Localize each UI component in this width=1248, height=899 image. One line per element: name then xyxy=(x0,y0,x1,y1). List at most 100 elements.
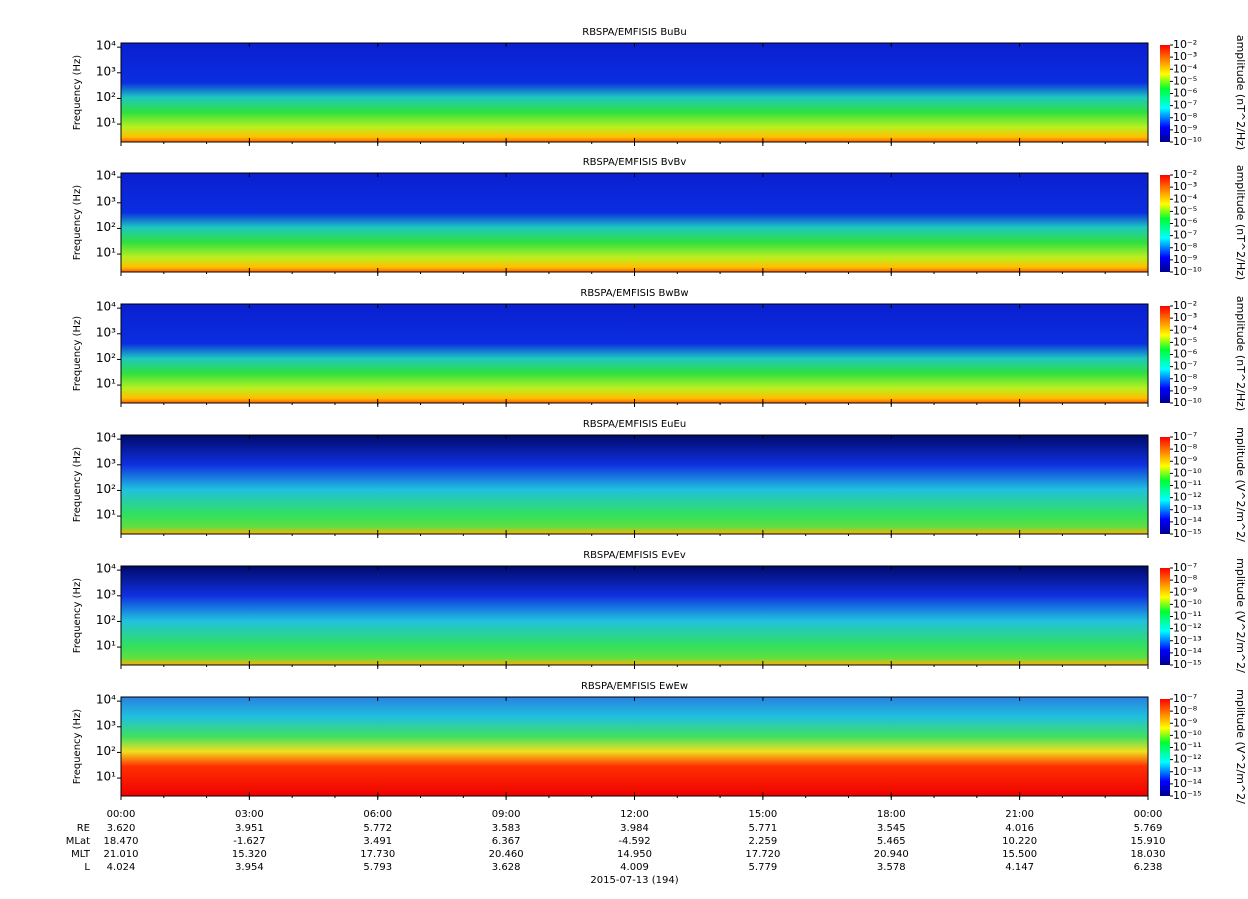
ephemeris-name: RE xyxy=(77,823,90,834)
colorbar-tick-label: 10⁻⁸ xyxy=(1173,442,1198,455)
x-tick-label: 18:00 xyxy=(877,809,906,820)
colorbar-tick-label: 10⁻⁸ xyxy=(1173,372,1198,385)
colorbar-tick-label: 10⁻¹⁵ xyxy=(1173,789,1202,802)
colorbar-tick-label: 10⁻¹⁰ xyxy=(1173,396,1202,409)
colorbar-tick-label: 10⁻⁹ xyxy=(1173,384,1197,397)
ephemeris-value: 4.147 xyxy=(1005,862,1034,873)
colorbar-tick-label: 10⁻¹⁴ xyxy=(1173,515,1202,528)
ephemeris-value: 4.009 xyxy=(620,862,649,873)
ephemeris-value: 14.950 xyxy=(617,849,652,860)
x-tick-label: 00:00 xyxy=(1134,809,1163,820)
ephemeris-value: 21.010 xyxy=(104,849,139,860)
y-tick-label: 10⁴ xyxy=(96,693,116,707)
colorbar-tick-label: 10⁻¹⁵ xyxy=(1173,658,1202,671)
colorbar-tick-label: 10⁻¹¹ xyxy=(1173,610,1202,623)
colorbar xyxy=(1160,699,1170,796)
x-tick-label: 06:00 xyxy=(363,809,392,820)
colorbar-label: amplitude (nT^2/Hz) xyxy=(1234,35,1247,150)
colorbar-tick-label: 10⁻⁸ xyxy=(1173,573,1198,586)
colorbar-label: mplitude (V^2/m^2/ xyxy=(1234,427,1247,542)
y-tick-label: 10⁴ xyxy=(96,39,116,53)
y-tick-label: 10² xyxy=(96,351,116,365)
y-axis-label: Frequency (Hz) xyxy=(72,578,83,654)
y-tick-label: 10¹ xyxy=(96,377,116,391)
x-axis-label: 2015-07-13 (194) xyxy=(590,875,678,886)
colorbar-tick-label: 10⁻³ xyxy=(1173,311,1197,324)
panel-title: RBSPA/EMFISIS BwBw xyxy=(580,288,688,299)
colorbar-tick-label: 10⁻⁹ xyxy=(1173,253,1197,266)
colorbar-tick-label: 10⁻⁸ xyxy=(1173,241,1198,254)
ephemeris-value: -4.592 xyxy=(618,836,650,847)
y-tick-label: 10³ xyxy=(96,718,116,732)
y-tick-label: 10² xyxy=(96,90,116,104)
colorbar-tick-label: 10⁻⁷ xyxy=(1173,561,1197,574)
panel-title: RBSPA/EMFISIS EwEw xyxy=(581,681,688,692)
y-tick-label: 10¹ xyxy=(96,246,116,260)
ephemeris-value: 5.465 xyxy=(877,836,906,847)
ephemeris-value: 15.910 xyxy=(1131,836,1166,847)
ephemeris-value: 5.779 xyxy=(749,862,778,873)
ephemeris-value: -1.627 xyxy=(233,836,265,847)
y-axis-label: Frequency (Hz) xyxy=(72,55,83,131)
y-tick-label: 10³ xyxy=(96,194,116,208)
ephemeris-value: 17.720 xyxy=(745,849,780,860)
colorbar-tick-label: 10⁻¹¹ xyxy=(1173,741,1202,754)
ephemeris-value: 10.220 xyxy=(1002,836,1037,847)
colorbar-tick-label: 10⁻¹⁰ xyxy=(1173,728,1202,741)
spectrogram-image xyxy=(121,435,1148,534)
colorbar-tick-label: 10⁻⁹ xyxy=(1173,716,1197,729)
colorbar xyxy=(1160,45,1170,142)
colorbar-tick-label: 10⁻⁴ xyxy=(1173,62,1198,75)
ephemeris-value: 3.954 xyxy=(235,862,264,873)
ephemeris-value: 3.984 xyxy=(620,823,649,834)
colorbar xyxy=(1160,306,1170,403)
colorbar-tick-label: 10⁻¹¹ xyxy=(1173,479,1202,492)
y-axis-label: Frequency (Hz) xyxy=(72,709,83,785)
colorbar-label: mplitude (V^2/m^2/ xyxy=(1234,558,1247,673)
colorbar-tick-label: 10⁻⁵ xyxy=(1173,204,1197,217)
ephemeris-value: 3.628 xyxy=(492,862,521,873)
ephemeris-value: 5.793 xyxy=(363,862,392,873)
ephemeris-name: L xyxy=(84,862,90,873)
colorbar-tick-label: 10⁻¹³ xyxy=(1173,503,1202,516)
ephemeris-value: 3.578 xyxy=(877,862,906,873)
x-tick-label: 15:00 xyxy=(748,809,777,820)
colorbar xyxy=(1160,437,1170,534)
panel-title: RBSPA/EMFISIS BuBu xyxy=(582,27,686,38)
ephemeris-value: 6.238 xyxy=(1134,862,1163,873)
spectrogram-image xyxy=(121,43,1148,142)
colorbar-tick-label: 10⁻¹³ xyxy=(1173,634,1202,647)
colorbar-tick-label: 10⁻⁴ xyxy=(1173,192,1198,205)
spectrogram-image xyxy=(121,566,1148,665)
colorbar-tick-label: 10⁻⁴ xyxy=(1173,323,1198,336)
colorbar-tick-label: 10⁻³ xyxy=(1173,180,1197,193)
colorbar-tick-label: 10⁻⁹ xyxy=(1173,585,1197,598)
colorbar-tick-label: 10⁻⁹ xyxy=(1173,454,1197,467)
y-tick-label: 10³ xyxy=(96,587,116,601)
ephemeris-value: 2.259 xyxy=(749,836,778,847)
y-tick-label: 10³ xyxy=(96,64,116,78)
colorbar-tick-label: 10⁻¹⁰ xyxy=(1173,597,1202,610)
colorbar-label: mplitude (V^2/m^2/ xyxy=(1234,689,1247,804)
colorbar-tick-label: 10⁻⁵ xyxy=(1173,335,1197,348)
x-tick-label: 03:00 xyxy=(235,809,264,820)
ephemeris-value: 3.583 xyxy=(492,823,521,834)
colorbar-label: amplitude (nT^2/Hz) xyxy=(1234,296,1247,411)
colorbar-tick-label: 10⁻¹² xyxy=(1173,491,1202,504)
panel-title: RBSPA/EMFISIS EvEv xyxy=(583,550,686,561)
ephemeris-value: 4.016 xyxy=(1005,823,1034,834)
panel-title: RBSPA/EMFISIS BvBv xyxy=(583,157,687,168)
y-axis-label: Frequency (Hz) xyxy=(72,316,83,392)
y-tick-label: 10⁴ xyxy=(96,169,116,183)
colorbar xyxy=(1160,175,1170,272)
ephemeris-value: 20.940 xyxy=(874,849,909,860)
colorbar-tick-label: 10⁻⁷ xyxy=(1173,430,1197,443)
ephemeris-value: 18.030 xyxy=(1131,849,1166,860)
colorbar-tick-label: 10⁻⁷ xyxy=(1173,99,1197,112)
colorbar-tick-label: 10⁻¹⁰ xyxy=(1173,466,1202,479)
colorbar-tick-label: 10⁻² xyxy=(1173,38,1197,51)
ephemeris-value: 5.769 xyxy=(1134,823,1163,834)
y-tick-label: 10¹ xyxy=(96,770,116,784)
ephemeris-value: 17.730 xyxy=(360,849,395,860)
